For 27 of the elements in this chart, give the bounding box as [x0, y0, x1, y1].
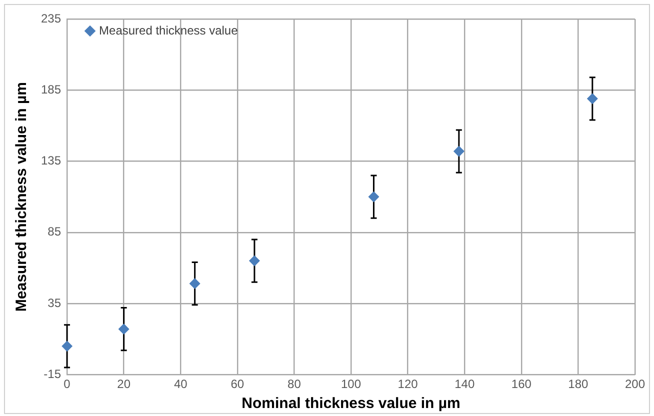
point [118, 324, 129, 334]
y-tick-label: 35 [48, 296, 62, 310]
x-tick-label: 60 [230, 377, 244, 392]
y-tick-label: 235 [40, 11, 62, 26]
point [190, 278, 200, 289]
y-tick-label: 135 [40, 154, 62, 168]
y-tick-label: -15 [44, 366, 62, 381]
point [587, 94, 598, 104]
point [454, 146, 464, 156]
x-tick-label: 40 [174, 377, 188, 392]
x-axis-title: Nominal thickness value in µm [242, 395, 460, 412]
y-axis-title: Measured thickness value in µm [13, 82, 30, 312]
x-tick-label: 20 [117, 377, 131, 392]
x-tick-label: 80 [288, 377, 302, 392]
point [249, 256, 260, 266]
y-tick-label: 85 [48, 224, 62, 239]
x-tick-label: 200 [624, 377, 646, 392]
x-tick-label: 120 [398, 377, 418, 392]
x-tick-label: 160 [511, 377, 532, 392]
x-tick-label: 100 [340, 377, 362, 392]
x-tick-label: 0 [64, 377, 71, 392]
x-tick-label: 180 [568, 377, 589, 392]
x-tick-label: 140 [454, 377, 475, 392]
y-tick-label: 185 [40, 82, 62, 96]
point [62, 341, 72, 352]
point [368, 192, 379, 202]
legend-label: Measured thickness value [99, 23, 238, 38]
